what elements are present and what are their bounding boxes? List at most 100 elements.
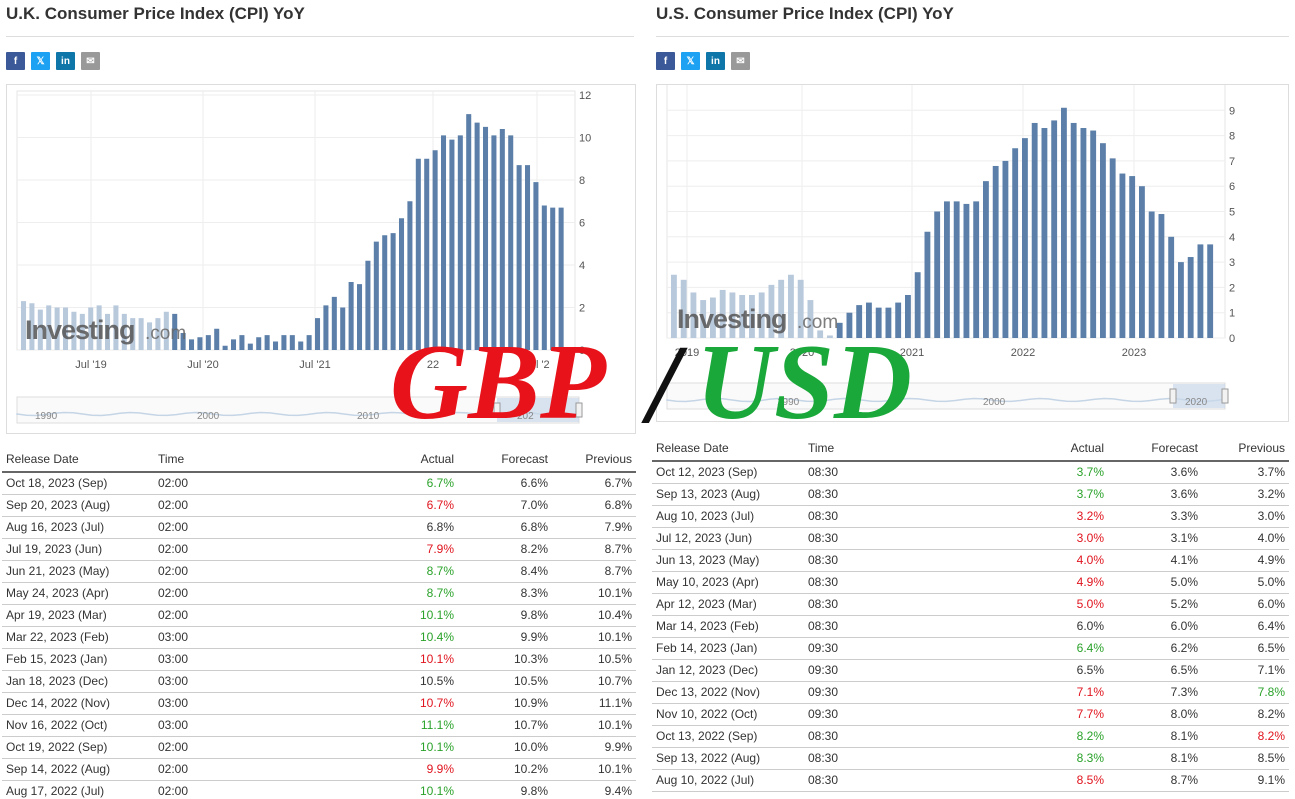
release-date-cell: Jul 12, 2023 (Jun) [652, 527, 804, 550]
bar [331, 296, 337, 350]
twitter-icon[interactable]: 𝕏 [31, 52, 50, 70]
bar [273, 341, 279, 350]
us-chart[interactable]: 0 1 2 3 4 5 6 7 8 9 Investing .com 2019 2020 2021 2022 2… [656, 84, 1289, 422]
table-row: Mar 14, 2023 (Feb) 08:30 6.0% 6.0% 6.4% [652, 615, 1289, 638]
y-tick-label: 6 [579, 218, 585, 230]
y-tick-label: 3 [1229, 257, 1235, 269]
release-date-cell: Dec 14, 2022 (Nov) [2, 692, 154, 715]
bar [189, 339, 195, 350]
bar [424, 158, 430, 350]
previous-cell: 6.5% [1202, 637, 1289, 660]
actual-cell: 10.1% [314, 780, 458, 799]
actual-cell: 3.2% [964, 505, 1108, 528]
bar [256, 337, 262, 350]
forecast-cell: 6.6% [458, 472, 552, 495]
actual-cell: 6.4% [964, 637, 1108, 660]
table-row: Mar 22, 2023 (Feb) 03:00 10.4% 9.9% 10.1% [2, 626, 636, 649]
column-header[interactable]: Time [804, 435, 964, 462]
investing-watermark: Investing [25, 315, 135, 345]
actual-cell: 7.7% [964, 703, 1108, 726]
release-date-cell: Jan 18, 2023 (Dec) [2, 670, 154, 693]
forecast-cell: 10.3% [458, 648, 552, 671]
release-date-cell: Nov 10, 2022 (Oct) [652, 703, 804, 726]
time-cell: 02:00 [154, 516, 314, 539]
bar [533, 182, 539, 350]
share-bar: f 𝕏 in ✉ [656, 52, 750, 70]
previous-cell: 8.5% [1202, 747, 1289, 770]
column-header[interactable]: Forecast [1108, 435, 1202, 462]
uk-chart-svg: 0 2 4 6 8 10 12 Investing .com Jul '19 Jul '20 Jul … [16, 90, 591, 424]
linkedin-icon[interactable]: in [706, 52, 725, 70]
time-cell: 03:00 [154, 670, 314, 693]
uk-chart[interactable]: 0 2 4 6 8 10 12 Investing .com Jul '19 Jul '20 Jul … [6, 84, 636, 434]
bar [1031, 122, 1038, 338]
facebook-icon[interactable]: f [656, 52, 675, 70]
navigator-label: 1990 [35, 411, 58, 422]
time-cell: 08:30 [804, 483, 964, 506]
column-header[interactable]: Forecast [458, 446, 552, 473]
twitter-icon[interactable]: 𝕏 [681, 52, 700, 70]
bar [719, 289, 726, 338]
bar [390, 233, 396, 350]
previous-cell: 9.1% [1202, 769, 1289, 792]
column-header[interactable]: Previous [552, 446, 636, 473]
email-icon[interactable]: ✉ [731, 52, 750, 70]
table-row: Oct 18, 2023 (Sep) 02:00 6.7% 6.6% 6.7% [2, 472, 636, 495]
bar [856, 305, 863, 338]
table-row: Nov 10, 2022 (Oct) 09:30 7.7% 8.0% 8.2% [652, 703, 1289, 726]
x-tick-label: Jul '21 [299, 359, 330, 371]
bar [778, 279, 785, 338]
us-panel: U.S. Consumer Price Index (CPI) YoY f 𝕏 … [652, 0, 1295, 792]
previous-cell: 10.4% [552, 604, 636, 627]
page-title: U.S. Consumer Price Index (CPI) YoY [656, 4, 954, 23]
actual-cell: 4.0% [964, 549, 1108, 572]
bar [550, 207, 556, 350]
column-header[interactable]: Time [154, 446, 314, 473]
release-date-cell: Aug 10, 2023 (Jul) [652, 505, 804, 528]
linkedin-icon[interactable]: in [56, 52, 75, 70]
bar [671, 274, 677, 338]
actual-cell: 3.7% [964, 483, 1108, 506]
actual-cell: 5.0% [964, 593, 1108, 616]
release-date-cell: May 24, 2023 (Apr) [2, 582, 154, 605]
release-date-cell: Dec 13, 2022 (Nov) [652, 681, 804, 704]
bar [348, 282, 354, 350]
time-cell: 02:00 [154, 472, 314, 495]
bar [63, 307, 69, 350]
column-header[interactable]: Actual [314, 446, 458, 473]
bar [247, 343, 253, 350]
column-header[interactable]: Actual [964, 435, 1108, 462]
column-header[interactable]: Previous [1202, 435, 1289, 462]
bar [407, 201, 413, 350]
facebook-icon[interactable]: f [6, 52, 25, 70]
release-date-cell: Nov 16, 2022 (Oct) [2, 714, 154, 737]
bar [147, 322, 153, 350]
bar [953, 201, 960, 338]
bar [289, 335, 295, 350]
forecast-cell: 3.3% [1108, 505, 1202, 528]
bar [914, 272, 921, 338]
column-header[interactable]: Release Date [652, 435, 804, 462]
previous-cell: 4.0% [1202, 527, 1289, 550]
actual-cell: 8.7% [314, 582, 458, 605]
x-tick-label: 2019 [675, 347, 699, 359]
table-row: Sep 13, 2022 (Aug) 08:30 8.3% 8.1% 8.5% [652, 747, 1289, 770]
navigator-selection [1173, 384, 1225, 408]
table-row: May 10, 2023 (Apr) 08:30 4.9% 5.0% 5.0% [652, 571, 1289, 594]
email-icon[interactable]: ✉ [81, 52, 100, 70]
actual-cell: 3.0% [964, 527, 1108, 550]
bar [105, 313, 111, 350]
previous-cell: 3.2% [1202, 483, 1289, 506]
y-tick-label: 4 [579, 260, 585, 272]
time-cell: 03:00 [154, 648, 314, 671]
actual-cell: 6.5% [964, 659, 1108, 682]
forecast-cell: 3.6% [1108, 461, 1202, 484]
bar [983, 181, 989, 338]
table-row: Oct 13, 2022 (Sep) 08:30 8.2% 8.1% 8.2% [652, 725, 1289, 748]
x-tick-label: 2022 [1011, 347, 1035, 359]
navigator-label: 202 [517, 411, 534, 422]
bar [1119, 173, 1126, 338]
column-header[interactable]: Release Date [2, 446, 154, 473]
navigator-handle [575, 402, 583, 418]
forecast-cell: 9.9% [458, 626, 552, 649]
